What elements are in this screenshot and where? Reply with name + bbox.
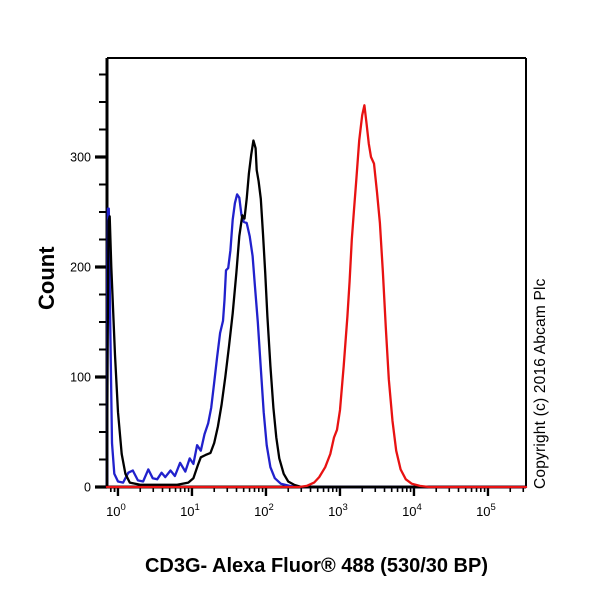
- y-tick-label: 0: [84, 481, 91, 495]
- blue-curve: [105, 193, 528, 489]
- y-tick-label: 200: [70, 261, 91, 275]
- black-curve: [105, 139, 528, 489]
- red-curve: [105, 104, 528, 489]
- x-tick-label: 100: [106, 502, 126, 519]
- chart-title: CD3G- Alexa Fluor® 488 (530/30 BP): [144, 555, 488, 577]
- copyright-text: Copyright (c) 2016 Abcam Plc: [532, 278, 549, 489]
- y-tick-label: 100: [70, 371, 91, 385]
- x-tick-label: 105: [476, 502, 496, 519]
- y-tick-label: 300: [70, 151, 91, 165]
- x-tick-label: 101: [180, 502, 200, 519]
- y-axis-title: Count: [34, 246, 59, 310]
- x-tick-label: 102: [254, 502, 274, 519]
- x-tick-label: 103: [328, 502, 348, 519]
- x-tick-label: 104: [402, 502, 422, 519]
